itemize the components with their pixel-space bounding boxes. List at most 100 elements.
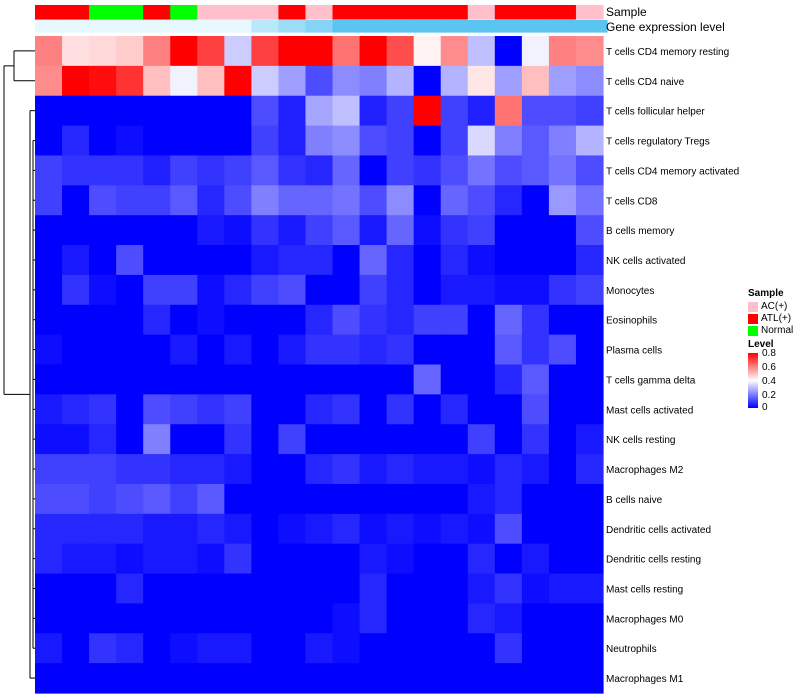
heatmap-cell [521, 483, 550, 515]
heatmap-cell [521, 36, 550, 67]
row-label: T cells CD4 memory resting [606, 47, 729, 58]
heatmap-cell [413, 65, 442, 97]
heatmap-cell [278, 125, 307, 157]
heatmap-cell [143, 65, 171, 97]
heatmap-cell [278, 394, 307, 425]
heatmap-cell [494, 155, 523, 186]
heatmap-cell [116, 155, 144, 186]
heatmap-cell [170, 334, 198, 366]
heatmap-cell [35, 603, 63, 634]
heatmap-cell [197, 245, 225, 276]
heatmap-cell [575, 274, 604, 306]
heatmap-cell [305, 274, 334, 306]
heatmap-cell [305, 603, 334, 634]
heatmap-cell [35, 215, 63, 246]
heatmap-cell [305, 573, 334, 605]
heatmap-cell [413, 245, 442, 276]
heatmap-cell [62, 543, 90, 575]
heatmap-cell [116, 364, 144, 395]
heatmap-cell [440, 633, 469, 664]
heatmap-cell [359, 304, 388, 336]
heatmap-cell [440, 424, 469, 455]
heatmap-cell [521, 274, 550, 306]
heatmap-cell [413, 185, 442, 216]
heatmap-cell [170, 274, 198, 306]
heatmap-cell [467, 185, 496, 216]
heatmap-cell [413, 215, 442, 246]
heatmap-cell [548, 304, 577, 336]
heatmap-cell [62, 483, 90, 515]
heatmap-cell [359, 483, 388, 515]
heatmap-cell [305, 304, 334, 336]
heatmap-cell [494, 633, 523, 664]
heatmap-cell [170, 215, 198, 246]
heatmap-cell [278, 513, 307, 545]
heatmap-cell [143, 663, 171, 694]
heatmap-cell [62, 334, 90, 366]
heatmap-cell [197, 543, 225, 575]
heatmap-cell [413, 543, 442, 575]
heatmap-cell [143, 513, 171, 545]
heatmap-cell [116, 245, 144, 276]
heatmap-cell [440, 543, 469, 575]
heatmap-cell [251, 274, 280, 306]
heatmap-cell [494, 573, 523, 605]
heatmap-cell [575, 454, 604, 485]
heatmap-cell [89, 304, 117, 336]
heatmap-cell [494, 125, 523, 157]
heatmap-cell [386, 215, 415, 246]
heatmap-cell [494, 185, 523, 216]
heatmap-cell [440, 364, 469, 395]
heatmap-cell [35, 663, 63, 694]
gene-expression-annotation-cell [170, 20, 198, 33]
heatmap-cell [89, 95, 117, 127]
heatmap-cell [332, 663, 361, 694]
heatmap-cell [251, 603, 280, 634]
gene-expression-annotation-cell [35, 20, 63, 33]
heatmap-cell [494, 603, 523, 634]
heatmap-cell [35, 633, 63, 664]
heatmap-cell [35, 245, 63, 276]
heatmap-cell [332, 215, 361, 246]
heatmap-cell [575, 185, 604, 216]
sample-annotation-cell [89, 5, 117, 20]
heatmap-cell [332, 304, 361, 336]
heatmap-cell [332, 573, 361, 605]
row-label: T cells regulatory Tregs [606, 137, 710, 148]
heatmap-cell [521, 513, 550, 545]
heatmap-cell [386, 394, 415, 425]
heatmap-cell [197, 36, 225, 67]
annotation-label-sample: Sample [606, 5, 647, 19]
heatmap-cell [548, 125, 577, 157]
heatmap-cell [494, 483, 523, 515]
heatmap-cell [548, 65, 577, 97]
level-tick-0.6: 0.6 [762, 362, 776, 373]
heatmap-cell [278, 573, 307, 605]
heatmap-cell [332, 334, 361, 366]
heatmap-cell [386, 95, 415, 127]
heatmap-cell [359, 454, 388, 485]
heatmap-cell [251, 125, 280, 157]
heatmap-cell [575, 65, 604, 97]
heatmap-cell [494, 454, 523, 485]
heatmap-cell [251, 95, 280, 127]
heatmap-cell [575, 304, 604, 336]
heatmap-cell [197, 483, 225, 515]
level-tick-0: 0 [762, 402, 768, 413]
heatmap-cell [386, 424, 415, 455]
row-label: NK cells resting [606, 435, 675, 446]
heatmap-cell [170, 454, 198, 485]
heatmap-cell [62, 95, 90, 127]
heatmap-cell [89, 424, 117, 455]
heatmap-cell [116, 95, 144, 127]
sample-annotation-cell [197, 5, 225, 20]
heatmap-cell [359, 364, 388, 395]
heatmap-cell [143, 95, 171, 127]
heatmap-cell [62, 304, 90, 336]
heatmap-cell [197, 274, 225, 306]
heatmap-cell [521, 603, 550, 634]
heatmap-cell [305, 663, 334, 694]
heatmap-cell [521, 155, 550, 186]
heatmap-cell [440, 185, 469, 216]
heatmap-cell [494, 334, 523, 366]
